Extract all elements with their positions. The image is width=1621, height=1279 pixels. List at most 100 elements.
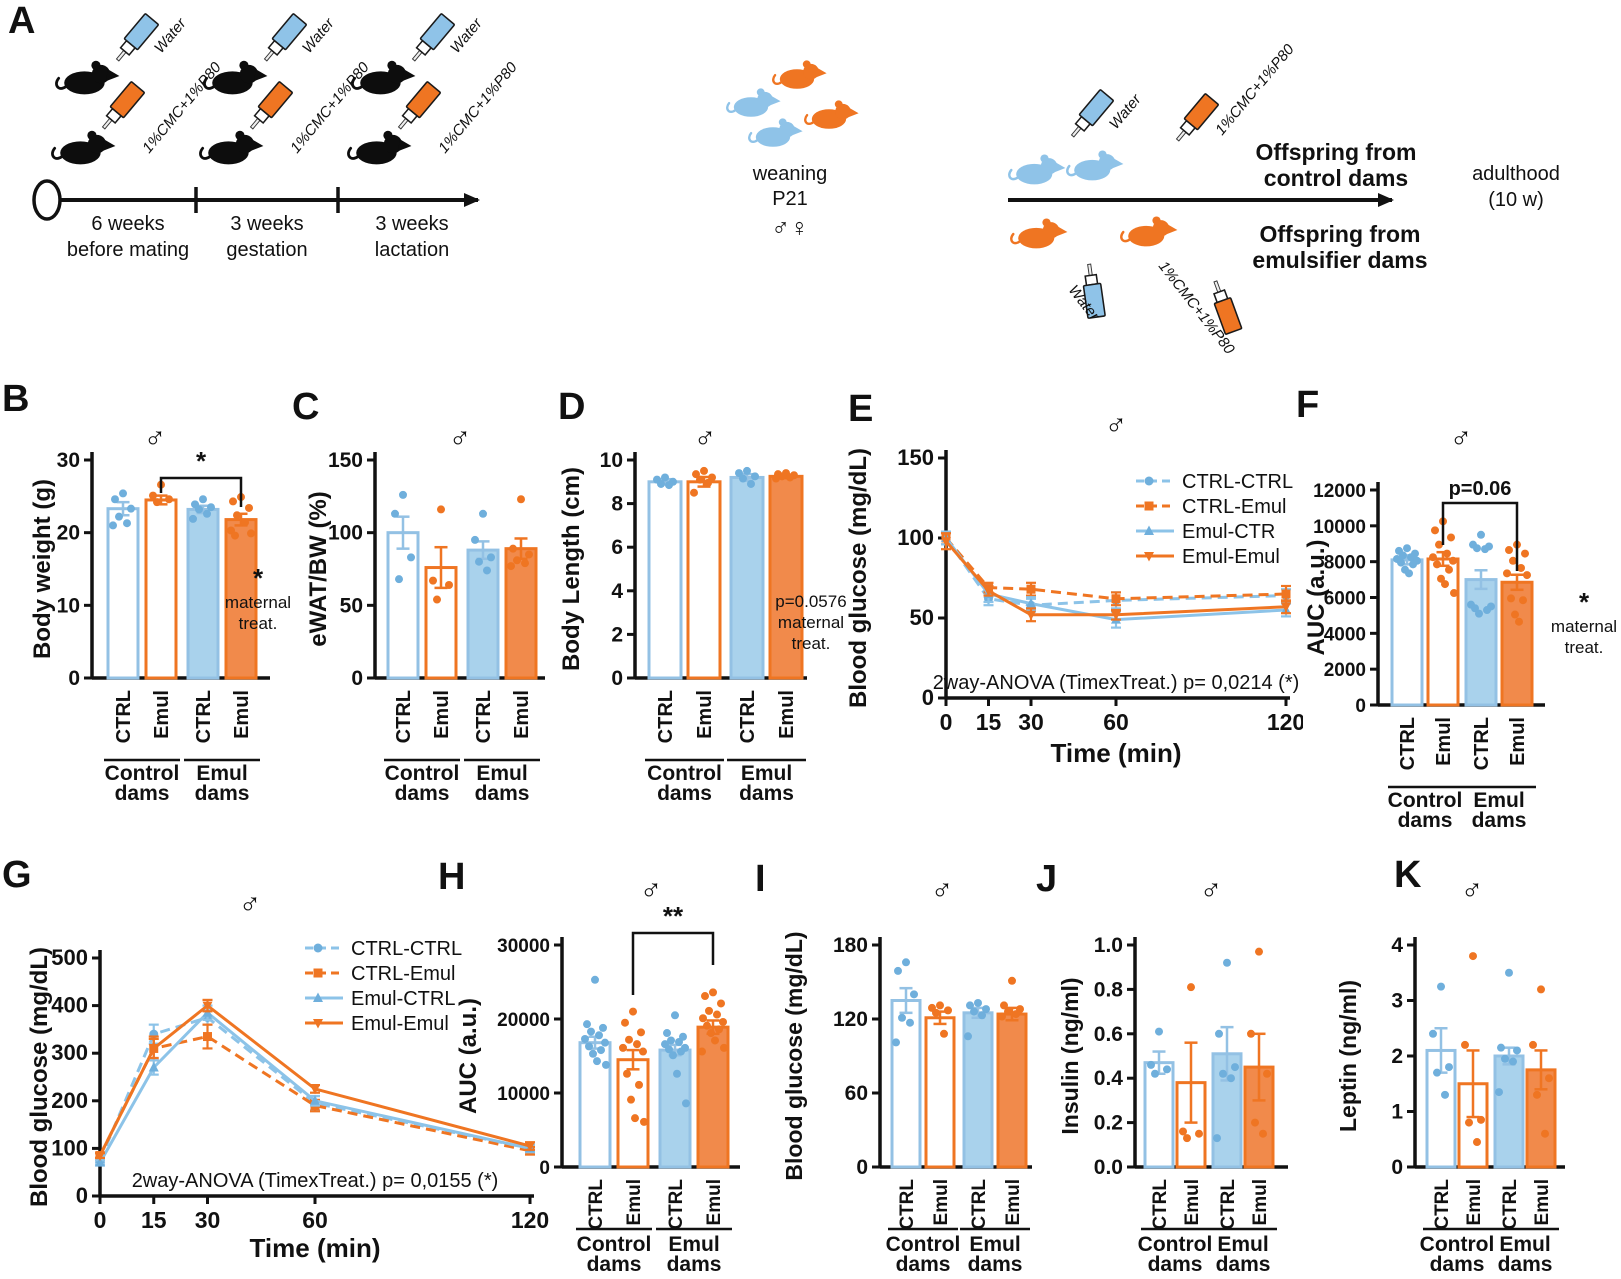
series-marker <box>525 1142 535 1152</box>
data-point <box>601 1038 609 1047</box>
data-point <box>673 1069 681 1078</box>
data-point <box>892 1038 900 1047</box>
y-tick-label: 4 <box>1391 934 1403 957</box>
panel-g-letter: G <box>2 854 32 896</box>
group-label: Control <box>577 1233 652 1256</box>
y-tick-label: 180 <box>833 934 868 957</box>
group-label: dams <box>1398 809 1453 830</box>
data-point <box>589 1049 597 1058</box>
data-point <box>1407 553 1415 562</box>
side-note: maternal <box>225 593 291 612</box>
data-point <box>713 1010 721 1019</box>
data-point <box>602 1060 610 1069</box>
y-tick-label: 4 <box>611 580 623 603</box>
data-point <box>1445 1063 1453 1072</box>
series-marker <box>313 1019 323 1029</box>
data-point <box>1461 1040 1469 1049</box>
series-marker <box>310 1084 320 1095</box>
offspring-mouse-icon <box>772 59 828 90</box>
category-label: CTRL <box>1150 1179 1171 1230</box>
y-axis-label: Blood glucose (mg/dL) <box>845 448 872 708</box>
data-point <box>1515 617 1523 626</box>
data-point <box>1501 1054 1509 1063</box>
offspring-emulsifier-label: emulsifier dams <box>1252 247 1427 273</box>
y-tick-label: 150 <box>897 445 934 470</box>
data-point <box>581 1034 589 1043</box>
group-label: Control <box>385 762 460 785</box>
data-point <box>719 1017 727 1026</box>
adulthood-label: (10 w) <box>1488 189 1544 211</box>
category-label: CTRL <box>193 690 215 743</box>
data-point <box>1477 1115 1485 1124</box>
x-tick-label: 0 <box>94 1207 107 1233</box>
data-point <box>1403 544 1411 553</box>
data-point <box>703 1021 711 1030</box>
data-point <box>669 1051 677 1060</box>
data-point <box>661 473 669 482</box>
data-point <box>1465 1118 1473 1127</box>
series-marker <box>983 586 994 597</box>
data-point <box>1445 565 1453 574</box>
y-tick-label: 30 <box>57 449 80 472</box>
data-point <box>1004 1007 1012 1016</box>
data-point <box>1433 560 1441 569</box>
y-tick-label: 1 <box>1391 1101 1403 1124</box>
bar <box>1500 580 1534 707</box>
data-point <box>640 1117 648 1126</box>
data-point <box>1012 1010 1020 1019</box>
data-point <box>1255 947 1263 956</box>
bar <box>1493 1054 1525 1169</box>
series-marker <box>203 1032 212 1042</box>
panel-i-chart: 0 60 120 180 Blood glucose (mg/dL) ♂ CTRL Emul C… <box>781 873 1032 1276</box>
data-point <box>1441 1090 1449 1099</box>
data-point <box>665 1045 673 1054</box>
group-label: Control <box>647 762 722 785</box>
offspring-mouse-icon <box>726 87 782 118</box>
bar <box>1143 1061 1175 1169</box>
data-point <box>407 553 415 562</box>
y-tick-label: 6 <box>611 536 623 559</box>
x-tick-label: 0 <box>940 709 953 735</box>
data-point <box>1509 1057 1517 1066</box>
y-tick-label: 0 <box>1355 696 1366 717</box>
y-tick-label: 0 <box>351 667 363 690</box>
data-point <box>1533 1090 1541 1099</box>
category-label: CTRL <box>897 1179 918 1230</box>
data-point <box>127 504 135 513</box>
data-point <box>1399 551 1407 560</box>
series-marker <box>1281 602 1291 613</box>
anova-annotation: 2way-ANOVA (TimexTreat.) p= 0,0155 (*) <box>132 1170 499 1192</box>
water-bottle-icon <box>406 12 456 67</box>
panel-f-letter: F <box>1296 384 1320 426</box>
offspring-mouse-icon <box>1008 153 1067 186</box>
data-point <box>1447 533 1455 542</box>
y-tick-label: 3 <box>1391 990 1403 1013</box>
y-axis-label: AUC (a.u.) <box>455 998 482 1114</box>
offspring-mouse-icon <box>1010 217 1069 250</box>
data-point <box>1505 968 1513 977</box>
data-point <box>599 1023 607 1032</box>
x-tick-label: 15 <box>141 1207 167 1233</box>
data-point <box>637 1028 645 1037</box>
panel-i-letter: I <box>755 858 766 900</box>
series-marker <box>1111 594 1121 604</box>
group-label: dams <box>968 1253 1023 1276</box>
group-label: Control <box>1138 1233 1213 1256</box>
group-label: dams <box>739 782 794 805</box>
data-point <box>109 521 117 530</box>
data-point <box>1517 563 1525 572</box>
group-label: dams <box>475 782 530 805</box>
data-point <box>700 466 708 475</box>
data-point <box>429 576 437 585</box>
y-tick-label: 50 <box>910 605 934 630</box>
data-point <box>1505 546 1513 555</box>
y-tick-label: 8000 <box>1324 553 1366 574</box>
x-tick-label: 60 <box>1103 709 1129 735</box>
data-point <box>1195 1129 1203 1138</box>
category-label: Emul <box>931 1179 952 1225</box>
data-point <box>936 1001 944 1010</box>
data-point <box>591 975 599 984</box>
dam-mouse-icon <box>347 129 413 166</box>
category-label: Emul <box>231 690 253 739</box>
male-symbol: ♂ <box>931 873 954 906</box>
